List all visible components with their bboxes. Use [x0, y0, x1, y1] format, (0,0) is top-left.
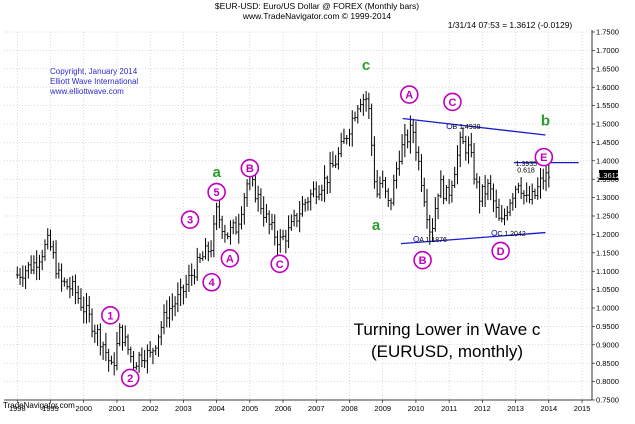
wave-label: B: [246, 163, 254, 175]
trendline: [400, 231, 546, 245]
x-tick-label: 2014: [540, 404, 557, 413]
x-tick-label: 2001: [109, 404, 126, 413]
y-tick-label: 1.2500: [596, 212, 619, 221]
wave-circle: [180, 210, 200, 229]
y-tick-label: 0.8000: [596, 377, 619, 386]
y-tick-label: 1.0000: [596, 304, 619, 313]
price-bars: [15, 90, 551, 379]
wave-label-green: a: [212, 164, 221, 181]
chart-title: $EUR-USD: Euro/US Dollar @ FOREX (Monthl…: [215, 1, 419, 11]
y-tick-label: 1.7000: [596, 46, 619, 55]
wave-label: C: [276, 259, 284, 271]
price-label: C 1.2042: [497, 231, 526, 238]
last-value-label: 1.3612: [597, 171, 620, 180]
wave-label: 4: [209, 277, 216, 289]
x-tick-label: 2011: [441, 404, 457, 413]
y-tick-label: 1.2000: [596, 230, 619, 239]
wave-label: A: [405, 90, 413, 102]
y-tick-label: 1.1500: [596, 248, 619, 257]
price-label: A 1.1876: [419, 237, 447, 244]
wave-circle: [220, 249, 240, 268]
y-tick-label: 0.9000: [596, 340, 619, 349]
x-tick-label: 2012: [474, 404, 491, 413]
wave-circle: [491, 241, 510, 261]
y-tick-label: 0.9500: [596, 322, 619, 331]
wave-label: 2: [127, 373, 133, 385]
x-tick-label: 1999: [42, 404, 59, 413]
chart-subtitle: www.TradeNavigator.com © 1999-2014: [242, 11, 391, 21]
annotation-line-1: Turning Lower in Wave c: [354, 320, 541, 339]
y-tick-label: 1.1000: [596, 267, 619, 276]
y-tick-label: 1.4500: [596, 138, 619, 147]
wave-circle: [413, 250, 432, 270]
wave-label: 5: [214, 187, 220, 199]
wave-circle: [240, 158, 260, 178]
y-axis: 0.7500 0.8000 0.8500 0.9000 0.9500 1.0000 1.05…: [591, 28, 619, 405]
copyright-line-2: Elliott Wave International: [50, 77, 138, 86]
trendline: [402, 117, 546, 136]
wave-label-green: a: [372, 217, 381, 234]
wave-label: 3: [187, 215, 193, 227]
wave-circle: [399, 85, 419, 104]
x-tick-label: 2006: [275, 404, 292, 413]
wave-circle: [534, 147, 554, 167]
wave-label: D: [497, 246, 505, 258]
wave-circle: [101, 306, 120, 325]
x-tick-label: 2004: [208, 404, 225, 413]
wave-circle: [443, 92, 462, 112]
x-tick-label: 2013: [507, 404, 524, 413]
x-tick-label: 2009: [374, 404, 391, 413]
y-tick-label: 1.7500: [596, 28, 619, 37]
y-tick-label: 1.4000: [596, 156, 619, 165]
x-tick-label: 2007: [308, 404, 325, 413]
x-tick-label: 1998: [9, 404, 26, 413]
wave-circle: [202, 272, 221, 292]
pivot-marker: [446, 123, 453, 130]
wave-label: B: [419, 255, 427, 267]
wave-label: E: [540, 152, 547, 164]
x-tick-label: 2000: [75, 404, 92, 413]
y-tick-label: 1.6000: [596, 83, 619, 92]
annotation-line-2: (EURUSD, monthly): [371, 342, 523, 361]
y-tick-label: 1.3000: [596, 193, 619, 202]
wave-label: C: [448, 97, 456, 109]
y-tick-label: 0.7500: [596, 396, 619, 405]
x-tick-label: 2010: [408, 404, 425, 413]
copyright-line-1: Copyright, January 2014: [50, 67, 138, 76]
x-tick-label: 2008: [341, 404, 358, 413]
y-tick-label: 1.0500: [596, 285, 619, 294]
wave-label-green: b: [541, 112, 550, 129]
quote-readout: 1/31/14 07:53 = 1.3612 (-0.0129): [448, 20, 573, 30]
x-tick-label: 2015: [574, 404, 591, 413]
wave-circle: [120, 368, 140, 388]
wave-label-green: c: [362, 57, 370, 74]
wave-label: 1: [107, 310, 113, 322]
footer-brand: TradeNavigator.com: [3, 401, 75, 410]
price-label: 0.618: [517, 168, 535, 175]
y-tick-label: 1.5500: [596, 101, 619, 110]
wave-circle: [270, 254, 290, 274]
x-axis: 1998 1999 2000 2001 2002 2003 2004 2005 2006 2007…: [4, 399, 592, 413]
x-tick-label: 2003: [175, 404, 192, 413]
price-label: B 1.4939: [452, 124, 480, 131]
y-tick-label: 1.6500: [596, 64, 619, 73]
wave-label: A: [226, 253, 234, 265]
x-tick-label: 2005: [241, 404, 258, 413]
copyright-line-3: www.elliottwave.com: [49, 87, 124, 96]
last-value-box: [599, 170, 618, 180]
price-label: 1.3935: [516, 161, 538, 168]
pivot-marker: [491, 229, 498, 236]
pivot-marker: [413, 236, 420, 242]
y-tick-label: 1.5000: [596, 120, 619, 129]
y-tick-label: 0.8500: [596, 359, 619, 368]
wave-circle: [207, 182, 226, 202]
x-tick-label: 2002: [142, 404, 159, 413]
wave-labels: 1 2 3 4 5 A B C A C E B Da c a b: [101, 57, 554, 388]
